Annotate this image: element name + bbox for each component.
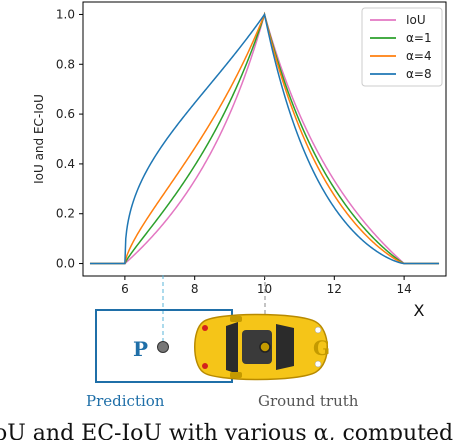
legend-label: IoU: [406, 13, 426, 27]
prediction-center-dot: [157, 341, 169, 353]
y-tick-label: 0.6: [56, 107, 75, 121]
x-tick-label: 12: [327, 282, 342, 296]
ground-truth-label: Ground truth: [258, 392, 359, 410]
y-tick-label: 0.0: [56, 257, 75, 271]
prediction-letter: P: [133, 337, 148, 361]
x-tick-label: 14: [396, 282, 411, 296]
x-axis-title: X: [414, 301, 425, 320]
x-tick-label: 6: [121, 282, 129, 296]
ground-truth-center-dot: [259, 341, 271, 353]
y-axis-title: IoU and EC-IoU: [32, 94, 46, 184]
series-line-α=8: [89, 12, 440, 265]
legend-label: α=1: [406, 31, 432, 45]
y-tick-label: 0.2: [56, 207, 75, 221]
legend-label: α=8: [406, 67, 432, 81]
illustration: P G Prediction Ground truth: [86, 275, 359, 410]
prediction-label: Prediction: [86, 392, 165, 410]
x-tick-label: 8: [191, 282, 199, 296]
ground-truth-letter: G: [313, 336, 330, 360]
y-tick-label: 0.4: [56, 157, 75, 171]
caption-text: oU and EC-IoU with various α, computed: [0, 421, 453, 440]
y-tick-label: 0.8: [56, 57, 75, 71]
legend: IoU α=1 α=4 α=8: [361, 7, 443, 87]
legend-box: [361, 7, 443, 87]
y-tick-label: 1.0: [56, 7, 75, 21]
legend-label: α=4: [406, 49, 432, 63]
